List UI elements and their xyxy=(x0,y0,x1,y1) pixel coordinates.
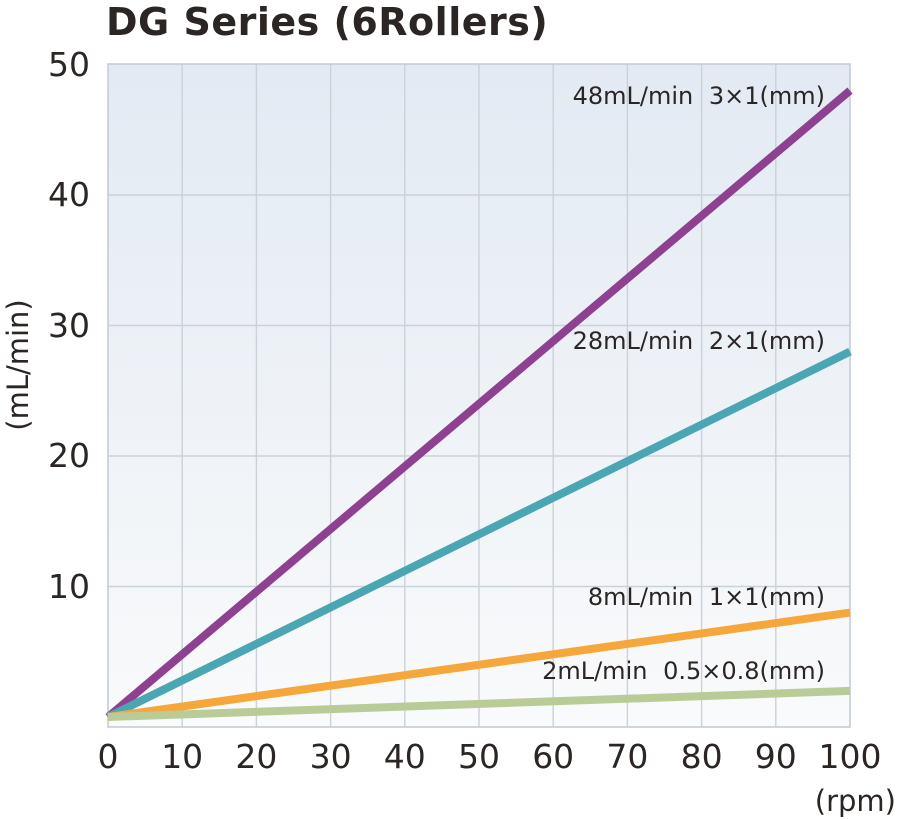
gridlines xyxy=(108,64,850,727)
y-tick-label: 50 xyxy=(48,44,90,84)
x-tick-label: 0 xyxy=(97,737,119,776)
series-label-05x08mm: 2mL/min 0.5×0.8(mm) xyxy=(542,657,825,685)
flow-line-2 xyxy=(107,608,851,721)
series-label-2x1mm: 28mL/min 2×1(mm) xyxy=(572,327,825,355)
plot-border xyxy=(107,63,851,728)
x-tick-label: 50 xyxy=(458,737,500,776)
series-label-3x1mm: 48mL/min 3×1(mm) xyxy=(572,82,825,110)
x-tick-label: 90 xyxy=(754,737,797,776)
x-tick-label: 20 xyxy=(235,737,278,776)
y-tick-label: 10 xyxy=(48,566,90,606)
chart-title: DG Series (6Rollers) xyxy=(106,0,549,44)
y-tick-label: 40 xyxy=(48,175,90,214)
x-tick-label: 70 xyxy=(606,737,649,776)
x-tick-label: 10 xyxy=(161,737,204,776)
x-tick-label: 40 xyxy=(383,737,426,776)
y-tick-label: 20 xyxy=(48,436,90,475)
flow-line-1 xyxy=(106,348,852,721)
x-tick-label: 100 xyxy=(818,737,882,776)
x-tick-label: 80 xyxy=(680,737,723,776)
flow-lines xyxy=(105,87,853,721)
series-label-1x1mm: 8mL/min 1×1(mm) xyxy=(587,583,825,611)
x-tick-label: 60 xyxy=(532,737,575,776)
flow-line-3 xyxy=(107,686,851,721)
x-axis-unit-label: (rpm) xyxy=(814,784,896,818)
y-tick-label: 30 xyxy=(48,305,90,345)
x-tick-label: 30 xyxy=(309,737,352,776)
flow-line-0 xyxy=(105,87,853,721)
